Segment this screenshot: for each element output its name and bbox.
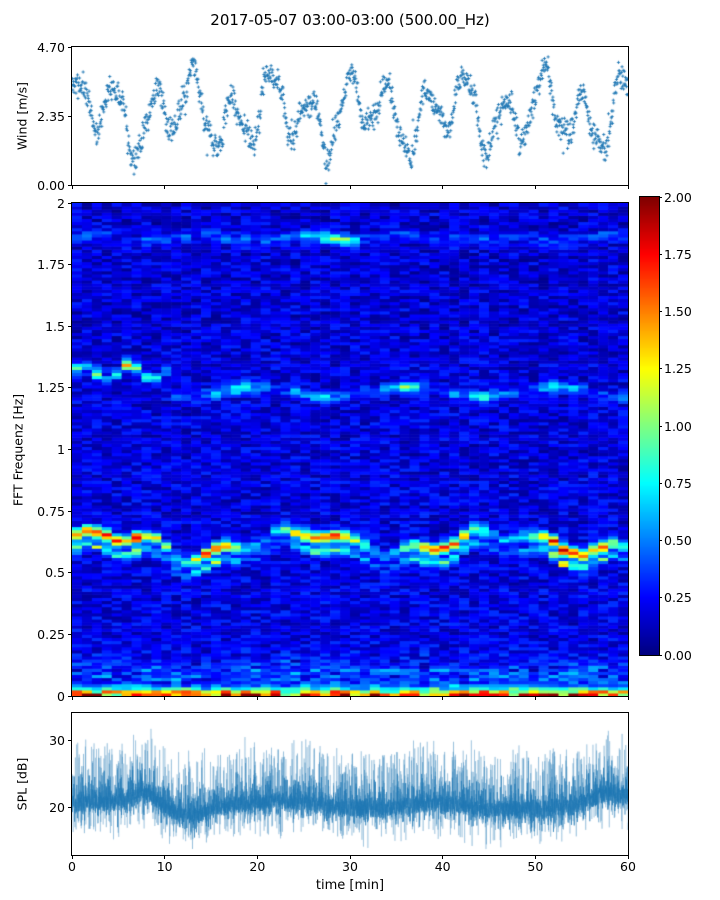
y-tick-label: 0.75 bbox=[37, 503, 65, 519]
x-tick-label: 40 bbox=[434, 859, 451, 874]
y-tick-label: 1.5 bbox=[45, 318, 65, 334]
colorbar-tick-label: 1.50 bbox=[664, 304, 692, 319]
colorbar-tick-mark bbox=[659, 253, 662, 255]
x-tick-mark bbox=[71, 185, 73, 189]
spl-plot bbox=[71, 712, 629, 856]
x-tick-mark bbox=[71, 696, 73, 700]
spl-line-canvas bbox=[72, 713, 628, 855]
y-tick-label: 0 bbox=[57, 688, 65, 704]
x-tick-mark bbox=[627, 696, 629, 700]
colorbar-tick-label: 0.50 bbox=[664, 533, 692, 548]
y-tick-mark bbox=[68, 115, 72, 117]
colorbar-tick-label: 0.00 bbox=[664, 647, 692, 663]
wind-scatter-canvas bbox=[72, 47, 628, 185]
x-tick-mark bbox=[442, 855, 444, 859]
y-tick-mark bbox=[68, 184, 72, 186]
y-tick-mark bbox=[68, 449, 72, 450]
y-tick-mark bbox=[68, 202, 72, 204]
x-tick-mark bbox=[349, 855, 351, 859]
x-axis-label: time [min] bbox=[315, 878, 385, 893]
y-tick-label: 0.25 bbox=[37, 626, 65, 642]
colorbar-tick-mark bbox=[659, 311, 662, 312]
colorbar-tick-label: 1.25 bbox=[664, 361, 692, 377]
spectrogram-plot bbox=[71, 202, 629, 697]
x-tick-mark bbox=[256, 696, 258, 700]
x-tick-mark bbox=[349, 696, 351, 700]
y-tick-mark bbox=[68, 807, 72, 809]
x-tick-mark bbox=[627, 185, 629, 189]
x-tick-mark bbox=[256, 855, 258, 859]
y-tick-mark bbox=[68, 325, 72, 327]
wind-plot bbox=[71, 46, 629, 186]
y-tick-label: 0.00 bbox=[37, 177, 65, 193]
y-tick-mark bbox=[68, 387, 72, 389]
spectrogram-y-axis-label: FFT Frequenz [Hz] bbox=[10, 393, 26, 507]
x-tick-label: 60 bbox=[620, 859, 636, 874]
x-tick-label: 30 bbox=[342, 859, 358, 874]
x-tick-mark bbox=[349, 185, 351, 189]
figure-title: 2017-05-07 03:00-03:00 (500.00_Hz) bbox=[210, 11, 490, 29]
colorbar-tick-mark bbox=[659, 482, 662, 484]
x-tick-label: 10 bbox=[156, 859, 173, 874]
x-tick-mark bbox=[627, 855, 629, 859]
colorbar-tick-mark bbox=[659, 597, 662, 599]
y-tick-mark bbox=[68, 510, 72, 512]
colorbar-tick-label: 1.75 bbox=[664, 246, 692, 262]
x-tick-mark bbox=[164, 185, 166, 189]
y-tick-label: 20 bbox=[49, 800, 65, 816]
colorbar-tick-mark bbox=[659, 540, 662, 541]
colorbar-tick-label: 0.75 bbox=[664, 475, 692, 491]
x-tick-label: 50 bbox=[527, 859, 544, 874]
x-tick-mark bbox=[442, 696, 444, 700]
y-tick-mark bbox=[68, 264, 72, 266]
x-tick-mark bbox=[256, 185, 258, 189]
x-tick-mark bbox=[534, 696, 536, 700]
x-tick-mark bbox=[164, 855, 166, 859]
colorbar-tick-label: 2.00 bbox=[664, 189, 692, 205]
colorbar-tick-mark bbox=[659, 425, 662, 427]
x-tick-mark bbox=[71, 855, 73, 859]
colorbar-tick-label: 1.00 bbox=[664, 418, 692, 434]
y-tick-mark bbox=[68, 695, 72, 697]
x-tick-label: 0 bbox=[68, 859, 76, 874]
spectrogram-canvas bbox=[72, 203, 628, 696]
y-tick-label: 1.75 bbox=[37, 257, 65, 273]
colorbar-tick-mark bbox=[659, 368, 662, 370]
y-tick-mark bbox=[68, 572, 72, 574]
y-tick-label: 2 bbox=[57, 195, 65, 211]
y-tick-label: 2.35 bbox=[37, 108, 65, 124]
colorbar-tick-mark bbox=[659, 196, 662, 198]
x-tick-mark bbox=[164, 696, 166, 700]
colorbar-tick-label: 0.25 bbox=[664, 590, 692, 606]
colorbar-canvas bbox=[640, 197, 659, 655]
x-tick-mark bbox=[442, 185, 444, 189]
colorbar-tick-mark bbox=[659, 654, 662, 656]
x-tick-mark bbox=[534, 855, 536, 859]
y-tick-label: 0.5 bbox=[45, 565, 65, 581]
y-tick-mark bbox=[68, 633, 72, 635]
y-tick-mark bbox=[68, 739, 72, 741]
y-tick-mark bbox=[68, 46, 72, 48]
x-tick-label: 20 bbox=[249, 859, 266, 874]
x-tick-mark bbox=[534, 185, 536, 189]
y-tick-label: 30 bbox=[49, 732, 65, 748]
colorbar bbox=[639, 196, 660, 656]
y-tick-label: 1.25 bbox=[37, 380, 65, 396]
y-tick-label: 1 bbox=[57, 442, 65, 457]
y-tick-label: 4.70 bbox=[37, 39, 65, 55]
